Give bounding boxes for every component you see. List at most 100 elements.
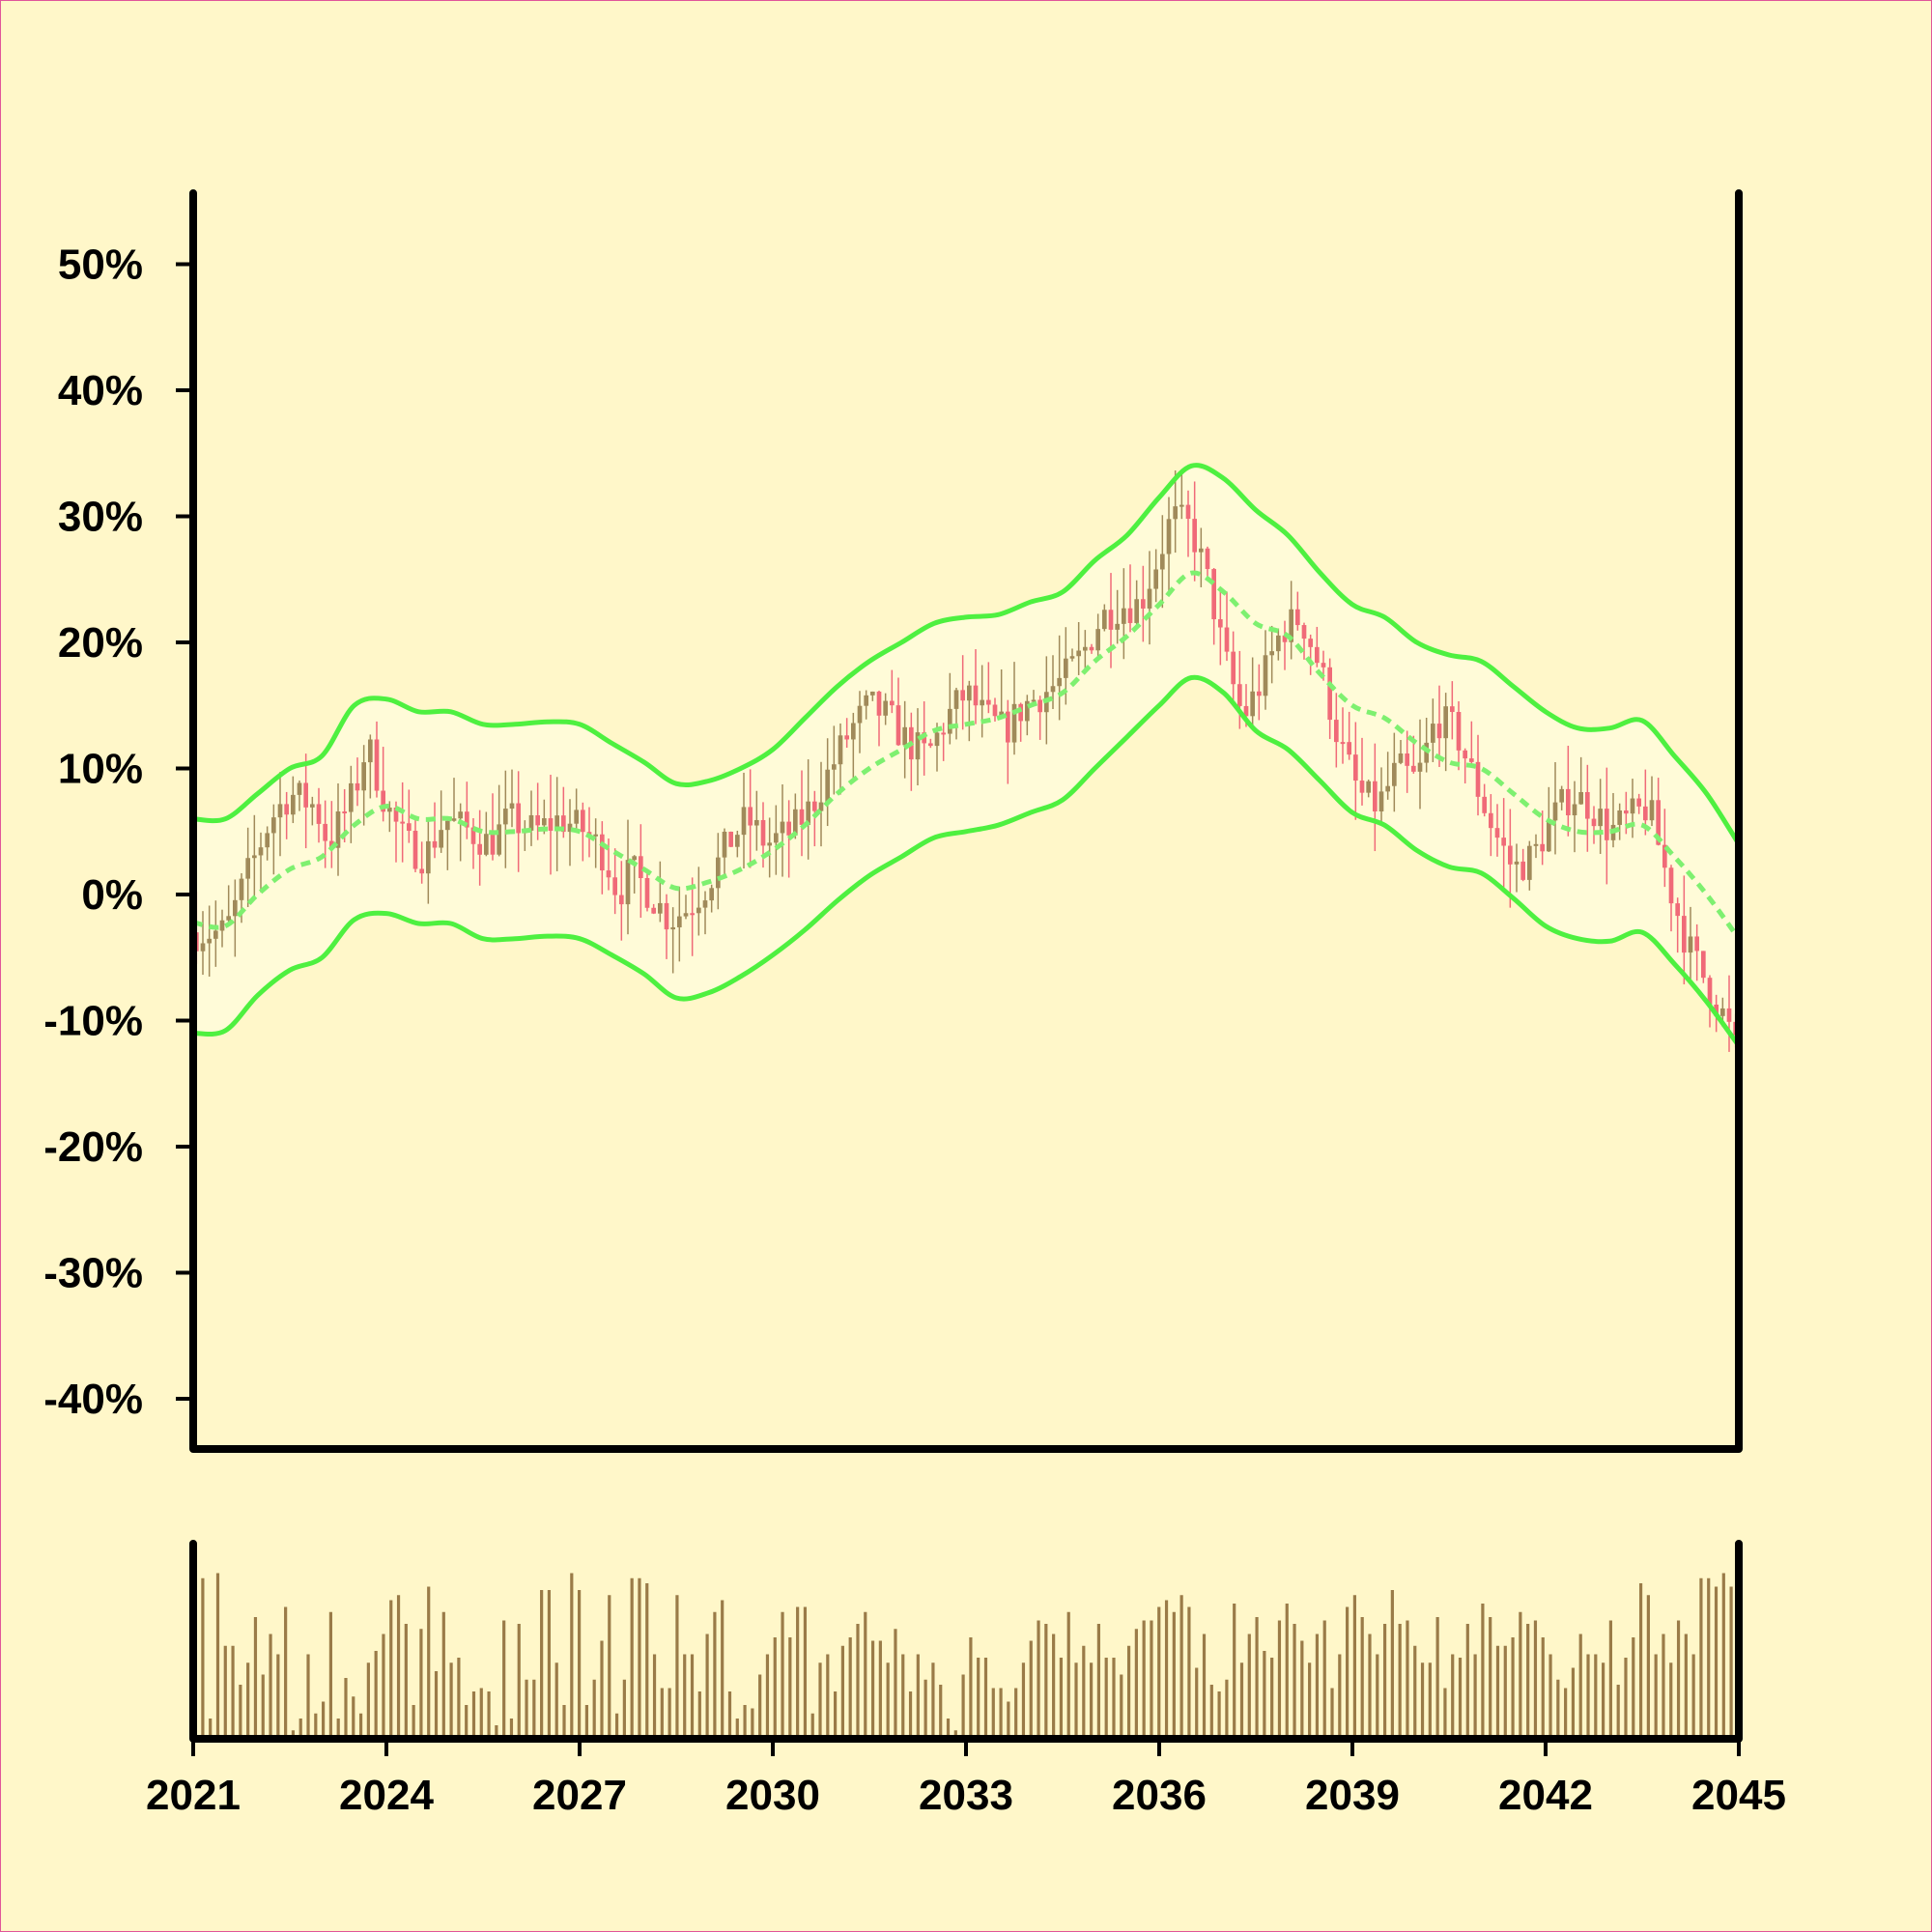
candle-body — [361, 762, 366, 791]
candlestick — [1257, 664, 1262, 721]
candlestick — [1295, 591, 1300, 631]
volume-bar — [284, 1606, 288, 1739]
candle-body — [1141, 599, 1146, 609]
candle-body — [606, 870, 611, 878]
candle-body — [1514, 861, 1520, 865]
candlestick — [581, 802, 585, 862]
candlestick — [883, 693, 888, 725]
candlestick — [1624, 791, 1629, 835]
volume-bar — [554, 1662, 558, 1739]
volume-bar — [1330, 1688, 1334, 1739]
candle-body — [992, 704, 998, 717]
candle-body — [1205, 548, 1210, 570]
candle-body — [239, 878, 244, 900]
volume-bar — [1564, 1688, 1568, 1739]
candlestick — [439, 790, 443, 853]
volume-bar — [584, 1705, 588, 1739]
candlestick — [419, 841, 424, 884]
candle-body — [612, 877, 617, 895]
candlestick — [426, 819, 431, 904]
candlestick — [1269, 625, 1274, 684]
candlestick — [1069, 648, 1075, 662]
candlestick — [1153, 549, 1158, 603]
candlestick — [503, 770, 508, 868]
candle-body — [812, 801, 817, 811]
candlestick — [1591, 806, 1597, 844]
volume-bar — [336, 1719, 340, 1739]
volume-bar — [1112, 1658, 1116, 1739]
candlestick — [316, 787, 322, 843]
candlestick — [407, 789, 412, 843]
volume-bar — [1473, 1654, 1477, 1739]
volume-bar — [306, 1654, 310, 1739]
volume-bar — [592, 1679, 596, 1739]
candlestick — [1572, 781, 1577, 853]
candlestick — [1037, 696, 1042, 740]
candlestick — [252, 814, 257, 898]
volume-bar — [923, 1679, 927, 1739]
candle-body — [651, 907, 656, 914]
candle-body — [960, 690, 965, 701]
candle-body — [1237, 684, 1242, 706]
volume-bar — [1533, 1620, 1538, 1739]
volume-bar — [939, 1685, 943, 1739]
candlestick — [709, 884, 714, 913]
candle-body — [477, 843, 482, 855]
candle-body — [1102, 610, 1107, 630]
candle-body — [1694, 936, 1699, 952]
candle-body — [1057, 677, 1062, 687]
candlestick — [258, 832, 264, 893]
volume-bar — [1082, 1645, 1086, 1739]
candle-body — [696, 907, 701, 914]
volume-bar — [765, 1654, 770, 1739]
volume-bar — [848, 1637, 852, 1739]
candle-body — [1450, 706, 1455, 713]
volume-bar — [705, 1634, 709, 1739]
candle-body — [851, 723, 856, 740]
volume-bar — [1029, 1640, 1033, 1739]
volume-bar — [1044, 1624, 1048, 1739]
candle-body — [1417, 762, 1423, 772]
candlestick — [1469, 721, 1474, 766]
candlestick — [1224, 591, 1230, 662]
y-tick-label: 40% — [58, 367, 143, 414]
candle-body — [600, 834, 605, 871]
candlestick — [226, 885, 231, 923]
candle-body — [1327, 667, 1332, 721]
volume-bar — [1684, 1634, 1688, 1739]
volume-bar — [1164, 1600, 1169, 1739]
candle-body — [1276, 635, 1281, 652]
volume-bar — [495, 1725, 498, 1739]
candle-body — [806, 801, 810, 825]
volume-bar — [517, 1624, 521, 1739]
volume-bar — [1142, 1620, 1146, 1739]
volume-bar — [713, 1611, 717, 1739]
candlestick — [1540, 810, 1545, 866]
candle-body — [1011, 703, 1017, 743]
candlestick — [1025, 695, 1030, 736]
candlestick — [265, 826, 270, 861]
volume-bar — [1277, 1620, 1282, 1739]
volume-bar — [1503, 1645, 1507, 1739]
candlestick — [1436, 685, 1442, 767]
candle-body — [432, 840, 438, 848]
candle-body — [934, 732, 940, 747]
candle-body — [407, 823, 412, 832]
price-panel-frame — [189, 189, 1743, 1453]
candle-body — [716, 857, 721, 889]
candle-body — [832, 764, 837, 770]
candlestick — [690, 877, 695, 956]
candle-body — [561, 815, 566, 833]
candlestick — [1334, 693, 1339, 768]
volume-bar — [223, 1645, 227, 1739]
candle-body — [1127, 608, 1133, 623]
y-tick-label: -20% — [43, 1123, 143, 1171]
candlestick — [490, 793, 496, 861]
candle-body — [445, 820, 450, 831]
volume-bar — [578, 1590, 582, 1739]
candlestick — [748, 769, 753, 868]
candle-body — [1643, 806, 1648, 821]
volume-bar — [803, 1606, 808, 1739]
candle-body — [1469, 758, 1474, 762]
bollinger-bands — [193, 466, 1739, 1046]
